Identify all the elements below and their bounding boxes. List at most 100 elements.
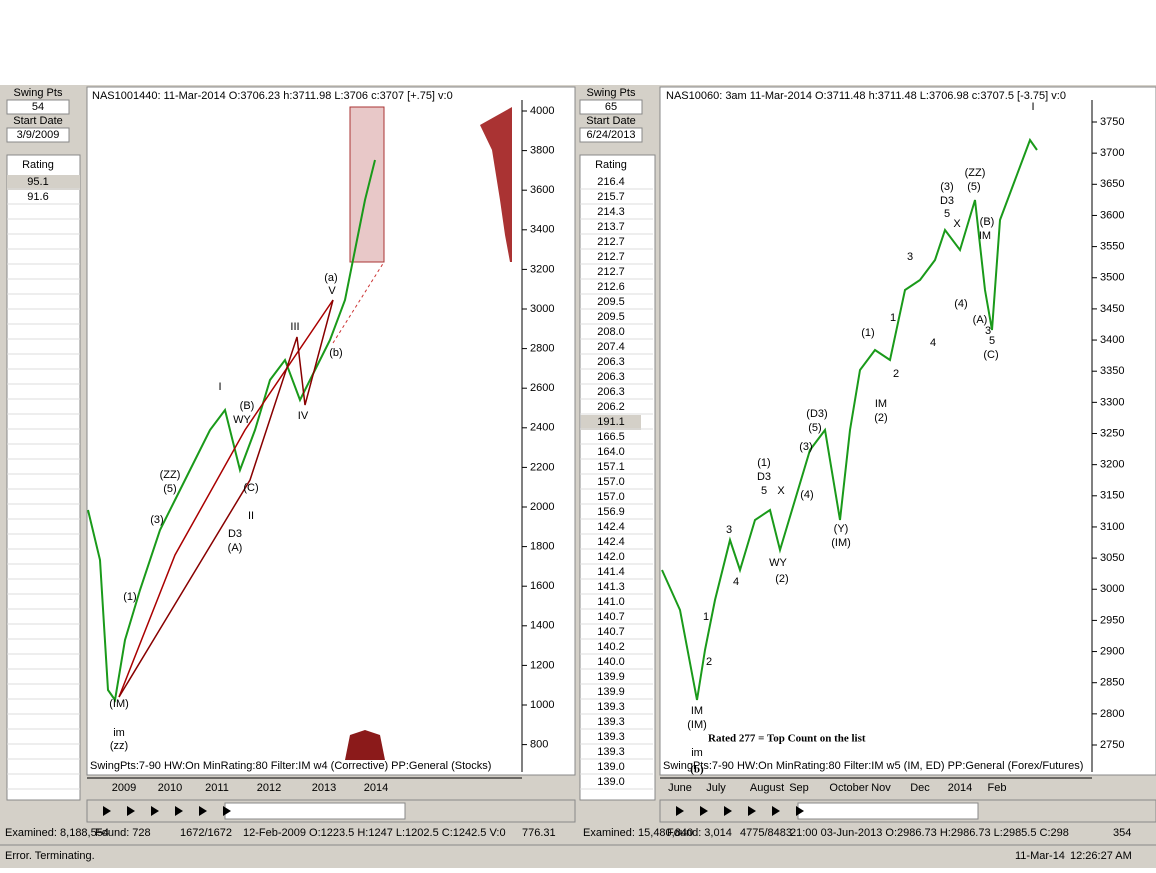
- y-tick-label: 2000: [530, 501, 554, 513]
- x-tick-label: 2014: [948, 782, 972, 794]
- nav-button[interactable]: [223, 806, 231, 816]
- wave-line: [118, 299, 334, 698]
- rating-row: 206.3: [597, 356, 625, 368]
- left-chart-area: [86, 86, 576, 776]
- y-tick-label: 3400: [1100, 334, 1124, 346]
- y-tick-label: 3700: [1100, 147, 1124, 159]
- wave-label: 5: [944, 208, 950, 220]
- y-tick-label: 3100: [1100, 521, 1124, 533]
- rating-row: 139.9: [597, 671, 625, 683]
- swing-pts-label: Swing Pts: [14, 87, 63, 99]
- rating-row: 140.7: [597, 626, 625, 638]
- rating-row: 216.4: [597, 176, 625, 188]
- wave-label: 2: [706, 656, 712, 668]
- status-field: Examined: 15,480,840: [583, 827, 693, 839]
- rating-row: 139.3: [597, 701, 625, 713]
- y-tick-label: 1600: [530, 580, 554, 592]
- wave-label: (A): [228, 542, 243, 554]
- nav-button[interactable]: [127, 806, 135, 816]
- target-box: [349, 106, 385, 263]
- wave-label: (Y): [834, 523, 849, 535]
- y-tick-label: 2600: [530, 382, 554, 394]
- rating-row: 140.2: [597, 641, 625, 653]
- wave-label: X: [777, 485, 785, 497]
- status-field: 1672/1672: [180, 827, 232, 839]
- wave-label: (b): [329, 347, 342, 359]
- wave-label: D3: [940, 195, 954, 207]
- x-tick-label: Feb: [988, 782, 1007, 794]
- rating-row: 139.3: [597, 716, 625, 728]
- x-tick-label: 2011: [205, 782, 229, 794]
- wave-label: (IM): [831, 537, 851, 549]
- wave-label: 5: [761, 485, 767, 497]
- rating-row: 166.5: [597, 431, 625, 443]
- x-tick-label: July: [706, 782, 726, 794]
- right-selected-row: [581, 415, 641, 430]
- rating-row: 209.5: [597, 311, 625, 323]
- left-swing-input: [6, 99, 70, 115]
- wave-label: (5): [163, 483, 176, 495]
- rating-row: 207.4: [597, 341, 625, 353]
- left-rating-list: [6, 154, 81, 801]
- wave-label: V: [328, 285, 336, 297]
- nav-button[interactable]: [748, 806, 756, 816]
- nav-button[interactable]: [796, 806, 804, 816]
- swing-pts-label: Swing Pts: [587, 87, 636, 99]
- nav-button[interactable]: [175, 806, 183, 816]
- rating-header: Rating: [595, 159, 627, 171]
- nav-button[interactable]: [676, 806, 684, 816]
- wave-label: I: [1031, 101, 1034, 113]
- right-rating-list: [579, 154, 656, 801]
- wave-label: 1: [703, 611, 709, 623]
- rating-row: 157.1: [597, 461, 625, 473]
- left-selected-row: [7, 175, 80, 190]
- rating-row: 214.3: [597, 206, 625, 218]
- wave-label: (IM): [109, 698, 129, 710]
- rating-row: 142.4: [597, 521, 625, 533]
- wave-label: 4: [733, 576, 739, 588]
- x-tick-label: August: [750, 782, 784, 794]
- x-tick-label: 2010: [158, 782, 182, 794]
- y-tick-label: 800: [530, 739, 548, 751]
- swing-pts-value: 54: [32, 101, 44, 113]
- rating-header: Rating: [22, 159, 54, 171]
- y-tick-label: 2900: [1100, 645, 1124, 657]
- volume-profile: [480, 107, 512, 262]
- price-trace: [87, 159, 376, 703]
- wave-label: (4): [954, 298, 967, 310]
- wave-label: 3: [726, 524, 732, 536]
- chart-footer: SwingPts:7-90 HW:On MinRating:80 Filter:…: [90, 760, 491, 772]
- x-tick-label: October: [829, 782, 868, 794]
- volume-bars: [345, 730, 385, 760]
- nav-button[interactable]: [724, 806, 732, 816]
- right-chart-area: [659, 86, 1156, 776]
- nav-button[interactable]: [772, 806, 780, 816]
- rating-row: 191.1: [597, 416, 625, 428]
- y-tick-label: 3750: [1100, 116, 1124, 128]
- nav-button[interactable]: [151, 806, 159, 816]
- nav-button[interactable]: [199, 806, 207, 816]
- status-date: 11-Mar-14: [1015, 850, 1065, 862]
- start-date-label: Start Date: [586, 115, 636, 127]
- wave-label: im: [113, 727, 125, 739]
- rating-row: 164.0: [597, 446, 625, 458]
- rating-row: 206.2: [597, 401, 625, 413]
- y-tick-label: 2400: [530, 422, 554, 434]
- x-tick-label: 2012: [257, 782, 281, 794]
- chart-footer: SwingPts:7-90 HW:On MinRating:80 Filter:…: [663, 760, 1083, 772]
- wave-label: IM: [875, 398, 887, 410]
- nav-button[interactable]: [103, 806, 111, 816]
- y-tick-label: 3450: [1100, 303, 1124, 315]
- y-tick-label: 3800: [530, 145, 554, 157]
- wave-label: (4): [800, 489, 813, 501]
- status-field: 21:00 03-Jun-2013 O:2986.73 H:2986.73 L:…: [790, 827, 1069, 839]
- rating-row: 139.0: [597, 776, 625, 788]
- wave-label: 5: [989, 335, 995, 347]
- wave-label: WY: [769, 557, 787, 569]
- rating-row: 139.3: [597, 746, 625, 758]
- chart-header: NAS1001440: 11-Mar-2014 O:3706.23 h:3711…: [92, 90, 453, 102]
- x-tick-label: Dec: [910, 782, 930, 794]
- y-tick-label: 1000: [530, 699, 554, 711]
- nav-button[interactable]: [700, 806, 708, 816]
- y-tick-label: 1800: [530, 541, 554, 553]
